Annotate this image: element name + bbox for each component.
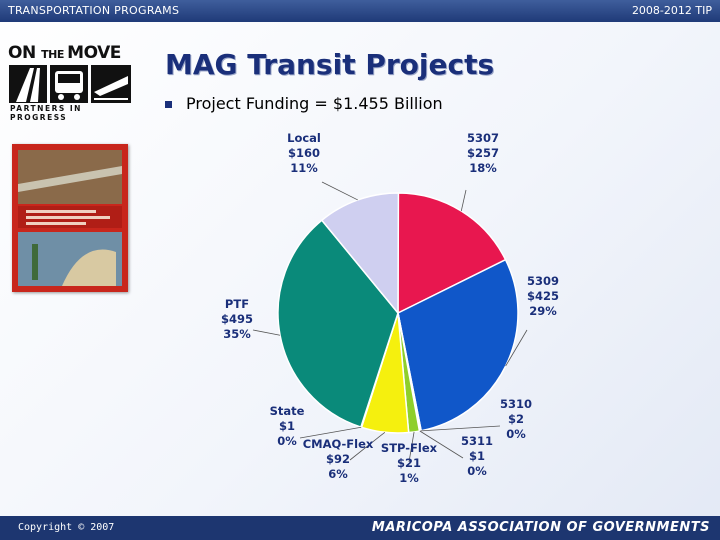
funding-bullet: Project Funding = $1.455 Billion	[165, 94, 443, 113]
on-the-move-logo: ON THE MOVE PARTNERS IN PROGRESS	[8, 43, 134, 122]
program-label: TRANSPORTATION PROGRAMS	[8, 4, 180, 17]
transit-funding-pie-chart: 5307 $257 18% 5309 $425 29% 5310 $2 0%5311 $1 0% ST…	[221, 131, 559, 485]
logo-word-on: ON	[8, 43, 42, 63]
leader-line-5307	[460, 189, 467, 212]
funding-text: Project Funding = $1.455 Billion	[186, 94, 443, 113]
slice-label-5307: 5307 $257 18%	[467, 131, 499, 175]
top-banner: TRANSPORTATION PROGRAMS 2008-2012 TIP	[0, 0, 720, 22]
report-cover-art	[18, 150, 122, 286]
leader-line-5309	[505, 329, 528, 367]
leader-line-cmaq-flex	[349, 431, 386, 461]
slice-label-stp-flex: STP-Flex $21 1%	[381, 441, 438, 485]
leader-line-state	[299, 426, 362, 439]
bottom-banner: Copyright © 2007 MARICOPA ASSOCIATION OF…	[0, 516, 720, 540]
organization-name: MARICOPA ASSOCIATION OF GOVERNMENTS	[371, 520, 710, 535]
tip-label: 2008-2012 TIP	[631, 4, 712, 17]
slice-label-5310: 5310 $2 0%	[500, 397, 532, 441]
tip-report-cover-image	[12, 144, 128, 292]
logo-word-move: MOVE	[67, 43, 121, 63]
slice-label-5311: 5311 $1 0%	[461, 434, 493, 478]
slice-label-ptf: PTF $495 35%	[221, 297, 253, 341]
pie-slice-5307	[397, 192, 507, 315]
leader-line-local	[321, 181, 358, 201]
pie-slice-local	[320, 192, 400, 316]
slice-label-cmaq-flex: CMAQ-Flex $92 6%	[303, 437, 374, 481]
logo-word-the: THE	[41, 48, 68, 61]
copyright-text: Copyright © 2007	[18, 522, 115, 533]
slice-label-local: Local $160 11%	[287, 131, 321, 175]
leader-line-5311	[419, 430, 464, 459]
slice-label-state: State $1 0%	[270, 404, 305, 448]
logo-tagline: PARTNERS IN PROGRESS	[10, 104, 82, 122]
leader-line-stp-flex	[408, 431, 415, 463]
bullet-square-icon	[165, 101, 172, 108]
leader-line-ptf	[252, 329, 281, 336]
leader-line-5310	[420, 425, 501, 432]
slide-title: MAG Transit Projects	[165, 48, 495, 81]
transit-icons	[9, 65, 131, 103]
pie-slice-5309	[397, 258, 519, 432]
pie-slice-ptf	[277, 219, 399, 429]
slice-label-5309: 5309 $425 29%	[527, 274, 559, 318]
